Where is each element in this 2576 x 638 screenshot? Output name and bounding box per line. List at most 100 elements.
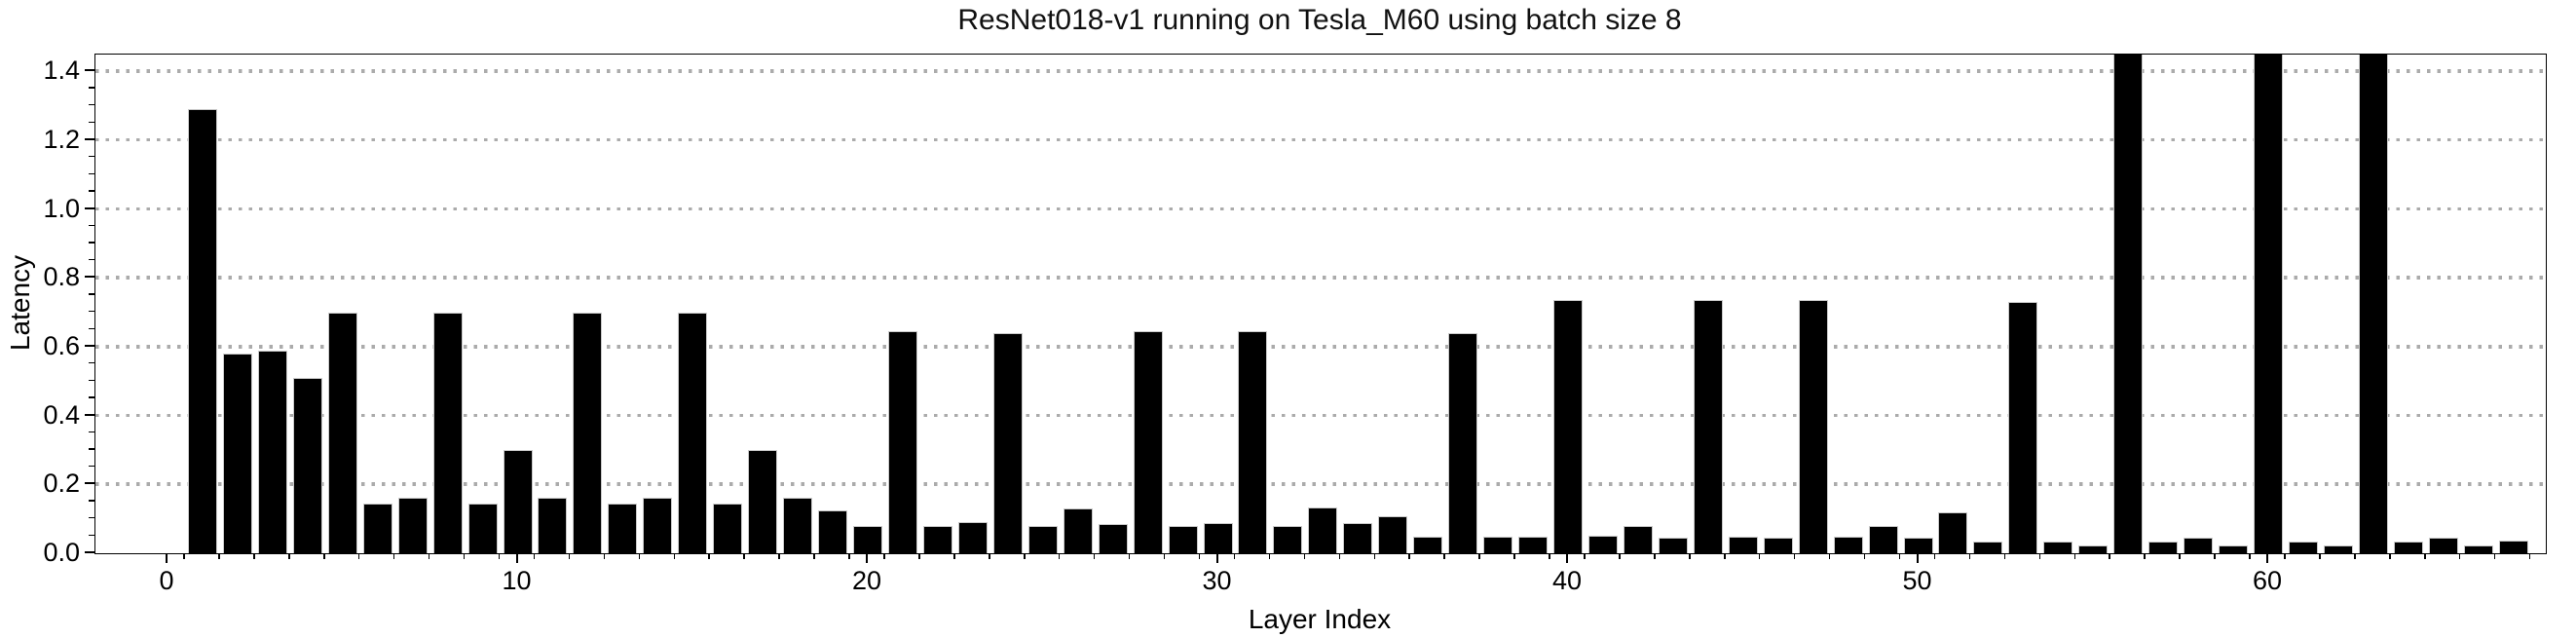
bar-layer-29 — [1168, 526, 1198, 553]
plot-area — [94, 54, 2547, 554]
x-minor-tick — [953, 554, 955, 559]
y-minor-tick — [89, 293, 94, 295]
bar-layer-34 — [1343, 523, 1373, 553]
y-minor-tick — [89, 242, 94, 244]
x-minor-tick — [463, 554, 466, 559]
x-minor-tick — [743, 554, 745, 559]
bar-layer-43 — [1658, 538, 1688, 553]
x-minor-tick — [778, 554, 780, 559]
y-minor-tick — [89, 103, 94, 106]
x-minor-tick — [2424, 554, 2426, 559]
x-minor-tick — [2249, 554, 2251, 559]
x-minor-tick — [1968, 554, 1971, 559]
y-tick-label: 0.8 — [43, 262, 80, 292]
bar-layer-40 — [1553, 299, 1583, 553]
bar-layer-28 — [1133, 331, 1163, 553]
x-minor-tick — [813, 554, 815, 559]
bar-layer-3 — [257, 350, 287, 553]
y-minor-tick — [89, 155, 94, 158]
bar-layer-7 — [397, 498, 428, 553]
x-minor-tick — [2493, 554, 2496, 559]
x-minor-tick — [183, 554, 185, 559]
x-tick — [1916, 554, 1919, 563]
x-tick — [1215, 554, 1218, 563]
y-minor-tick — [89, 121, 94, 124]
y-tick-label: 0.4 — [43, 399, 80, 430]
bar-layer-12 — [573, 312, 603, 553]
y-tick — [85, 69, 94, 72]
bar-layer-37 — [1448, 332, 1478, 553]
gridline — [95, 69, 2546, 73]
bar-layer-38 — [1483, 536, 1513, 553]
bar-layer-49 — [1868, 526, 1898, 553]
x-minor-tick — [288, 554, 290, 559]
bar-layer-10 — [503, 450, 533, 553]
x-minor-tick — [603, 554, 606, 559]
y-tick-label: 0.0 — [43, 538, 80, 567]
x-minor-tick — [323, 554, 325, 559]
bar-layer-64 — [2393, 542, 2423, 553]
x-minor-tick — [1268, 554, 1271, 559]
x-minor-tick — [989, 554, 990, 559]
x-minor-tick — [1128, 554, 1131, 559]
gridline — [95, 345, 2546, 349]
x-minor-tick — [392, 554, 395, 559]
bar-layer-4 — [292, 377, 322, 553]
bar-layer-13 — [608, 503, 638, 553]
x-minor-tick — [1443, 554, 1445, 559]
y-tick — [85, 344, 94, 347]
y-minor-tick — [89, 534, 94, 537]
bar-layer-41 — [1587, 536, 1618, 553]
bar-layer-11 — [538, 498, 568, 553]
bar-layer-20 — [853, 526, 882, 553]
x-minor-tick — [2073, 554, 2076, 559]
bar-layer-57 — [2148, 542, 2179, 553]
x-minor-tick — [2003, 554, 2006, 559]
bar-layer-14 — [643, 498, 673, 553]
bar-layer-60 — [2254, 55, 2283, 553]
gridline — [95, 206, 2546, 211]
bar-layer-52 — [1973, 542, 2003, 553]
bar-layer-16 — [713, 503, 743, 553]
x-minor-tick — [1233, 554, 1236, 559]
x-minor-tick — [848, 554, 850, 559]
x-minor-tick — [2109, 554, 2110, 559]
gridline — [95, 137, 2546, 142]
bar-layer-39 — [1518, 537, 1549, 553]
bar-layer-46 — [1763, 538, 1793, 553]
x-minor-tick — [2389, 554, 2391, 559]
x-minor-tick — [357, 554, 360, 559]
gridline — [95, 482, 2546, 486]
y-minor-tick — [89, 396, 94, 398]
bar-layer-67 — [2498, 540, 2528, 553]
x-axis-label: Layer Index — [1248, 604, 1392, 634]
bar-layer-66 — [2463, 544, 2493, 553]
x-minor-tick — [2284, 554, 2286, 559]
bar-layer-32 — [1273, 526, 1303, 553]
gridline — [95, 413, 2546, 418]
x-tick-label: 50 — [1902, 566, 1932, 595]
bar-layer-61 — [2288, 542, 2318, 553]
x-tick — [515, 554, 518, 563]
bar-layer-6 — [362, 503, 392, 553]
x-minor-tick — [1024, 554, 1026, 559]
x-tick-label: 60 — [2252, 566, 2283, 595]
y-minor-tick — [89, 327, 94, 330]
bar-layer-18 — [783, 498, 813, 553]
x-tick-label: 10 — [502, 566, 532, 595]
bar-layer-22 — [922, 526, 952, 553]
x-minor-tick — [1898, 554, 1901, 559]
x-minor-tick — [568, 554, 571, 559]
y-minor-tick — [89, 172, 94, 175]
gridline — [95, 276, 2546, 280]
bar-layer-45 — [1728, 537, 1758, 553]
bar-layer-1 — [187, 109, 217, 553]
y-tick-label: 0.6 — [43, 330, 80, 360]
x-minor-tick — [1654, 554, 1656, 559]
bar-layer-27 — [1098, 523, 1128, 553]
bar-layer-24 — [992, 332, 1023, 553]
x-minor-tick — [638, 554, 641, 559]
x-minor-tick — [2038, 554, 2041, 559]
bar-layer-26 — [1063, 508, 1093, 553]
x-minor-tick — [1689, 554, 1691, 559]
